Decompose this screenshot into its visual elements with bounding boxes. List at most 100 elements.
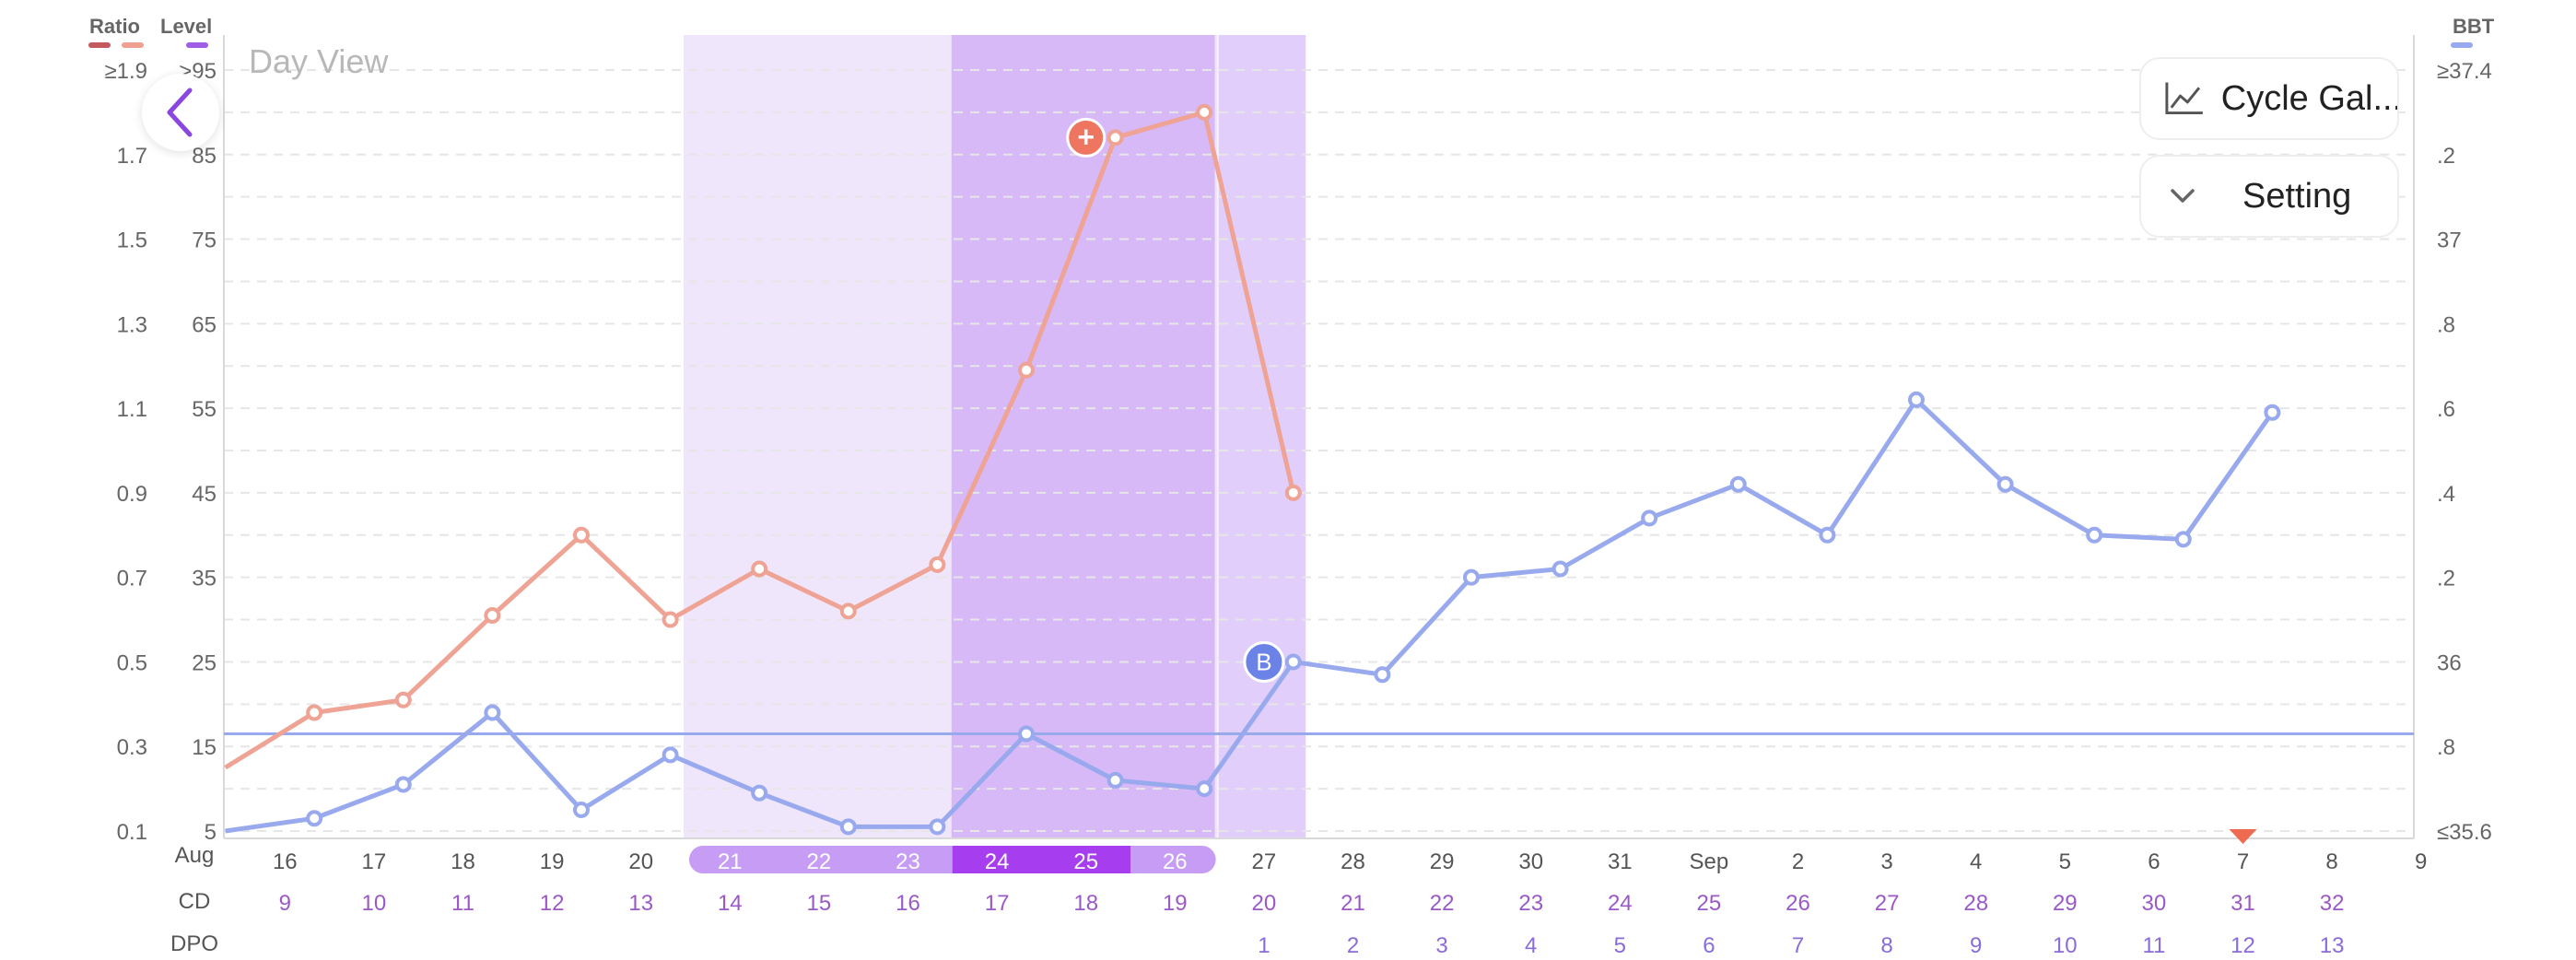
ovulation-date-pill	[952, 846, 1130, 873]
fertile-window-mid	[1218, 35, 1306, 838]
cd-value: 12	[540, 891, 565, 916]
dpo-value: 9	[1970, 933, 1982, 958]
bbt-series-line	[225, 397, 2275, 834]
ratio-tick-label: 1.7	[117, 144, 147, 169]
bbt-data-point	[1907, 391, 1925, 408]
ratio-data-point	[1107, 129, 1124, 146]
bbt-tick-label: ≤35.6	[2437, 820, 2492, 845]
level-tick-label: 75	[192, 228, 217, 253]
back-button[interactable]	[142, 74, 219, 151]
date-tick-label: 29	[1430, 849, 1455, 874]
date-tick-label: 9	[2415, 849, 2427, 874]
bbt-data-point	[1462, 568, 1480, 586]
cd-value: 19	[1163, 891, 1188, 916]
cycle-gallery-label: Cycle Gal...	[2220, 78, 2397, 118]
bbt-data-point	[1374, 666, 1391, 684]
ratio-data-point	[751, 560, 768, 578]
cd-value: 9	[279, 891, 291, 916]
bbt-data-point	[1551, 560, 1569, 578]
cd-value: 21	[1341, 891, 1365, 916]
bbt-axis-label: BBT	[2453, 15, 2495, 38]
date-tick-label: 21	[718, 849, 743, 874]
bbt-tick-label: .4	[2437, 482, 2455, 507]
ratio-data-point	[484, 606, 501, 624]
level-tick-label: 5	[205, 820, 217, 845]
ratio-tick-label: 1.1	[117, 397, 147, 422]
ratio-legend-light	[122, 42, 144, 48]
date-tick-label: 20	[628, 849, 653, 874]
bbt-tick-label: ≥37.4	[2437, 59, 2492, 84]
level-tick-label: 65	[192, 312, 217, 337]
chevron-left-icon	[167, 88, 193, 137]
cycle-gallery-button[interactable]: Cycle Gal...	[2139, 57, 2399, 140]
bbt-data-point	[929, 818, 946, 836]
cd-value: 16	[896, 891, 920, 916]
level-tick-label: 15	[192, 735, 217, 760]
dpo-value: 8	[1880, 933, 1892, 958]
bbt-tick-label: 37	[2437, 228, 2462, 253]
day-view-label: Day View	[249, 42, 389, 80]
date-tick-label: 7	[2237, 849, 2249, 874]
bbt-tick-label: .8	[2437, 312, 2455, 337]
bbt-data-point	[1819, 526, 1836, 544]
bbt-b-marker-text: B	[1256, 648, 1271, 675]
bbt-b-marker	[1243, 640, 1285, 683]
dpo-value: 11	[2142, 933, 2165, 958]
peak-marker	[1066, 117, 1107, 158]
bbt-data-point	[2174, 531, 2192, 548]
ratio-tick-label: 1.5	[117, 228, 147, 253]
cd-row-label: CD	[179, 889, 211, 914]
dpo-value: 2	[1347, 933, 1359, 958]
cd-value: 22	[1430, 891, 1455, 916]
ratio-data-point	[839, 603, 857, 620]
bbt-data-point	[484, 704, 501, 721]
date-tick-label: 17	[362, 849, 387, 874]
setting-button[interactable]: Setting	[2139, 155, 2399, 238]
ratio-data-point	[929, 556, 946, 573]
bbt-data-point	[1196, 780, 1213, 798]
bbt-tick-label: .2	[2437, 567, 2455, 591]
bbt-data-point	[1284, 653, 1302, 671]
setting-label: Setting	[2242, 176, 2352, 216]
bbt-data-point	[1107, 771, 1124, 789]
date-tick-label: 26	[1163, 849, 1188, 874]
cd-value: 28	[1963, 891, 1988, 916]
cd-value: 24	[1608, 891, 1633, 916]
bbt-data-point	[394, 776, 412, 793]
cd-value: 31	[2231, 891, 2255, 916]
bbt-data-point	[1641, 509, 1658, 527]
month-label: Aug	[175, 843, 215, 868]
bbt-tick-label: .6	[2437, 397, 2455, 422]
date-tick-label: 23	[896, 849, 920, 874]
cd-value: 27	[1875, 891, 1900, 916]
dpo-value: 4	[1525, 933, 1537, 958]
date-tick-label: 18	[451, 849, 475, 874]
ratio-data-point	[662, 611, 679, 628]
date-tick-label: 16	[273, 849, 298, 874]
date-tick-label: 5	[2059, 849, 2071, 874]
cd-value: 30	[2142, 891, 2167, 916]
ratio-data-point	[394, 691, 412, 708]
level-tick-label: 25	[192, 650, 217, 675]
bbt-data-point	[1017, 725, 1035, 743]
bbt-data-point	[1729, 475, 1747, 493]
dpo-value: 5	[1614, 933, 1626, 958]
line-chart-icon	[2165, 82, 2203, 115]
ratio-tick-label: 1.3	[117, 312, 147, 337]
date-tick-label: 22	[807, 849, 832, 874]
ratio-tick-label: 0.7	[117, 567, 147, 591]
ratio-tick-label: 0.1	[117, 820, 147, 845]
ratio-data-point	[1284, 484, 1302, 501]
cd-value: 26	[1786, 891, 1810, 916]
dpo-value: 1	[1258, 933, 1270, 958]
ratio-data-point	[1196, 103, 1213, 121]
ratio-axis-label: Ratio	[89, 15, 140, 38]
ratio-tick-label: 0.3	[117, 735, 147, 760]
date-tick-label: 8	[2325, 849, 2337, 874]
cd-value: 17	[985, 891, 1010, 916]
date-tick-label: 31	[1608, 849, 1633, 874]
dpo-value: 12	[2231, 933, 2255, 958]
dpo-value: 3	[1435, 933, 1447, 958]
bbt-data-point	[662, 746, 679, 764]
date-tick-label: 3	[1880, 849, 1892, 874]
